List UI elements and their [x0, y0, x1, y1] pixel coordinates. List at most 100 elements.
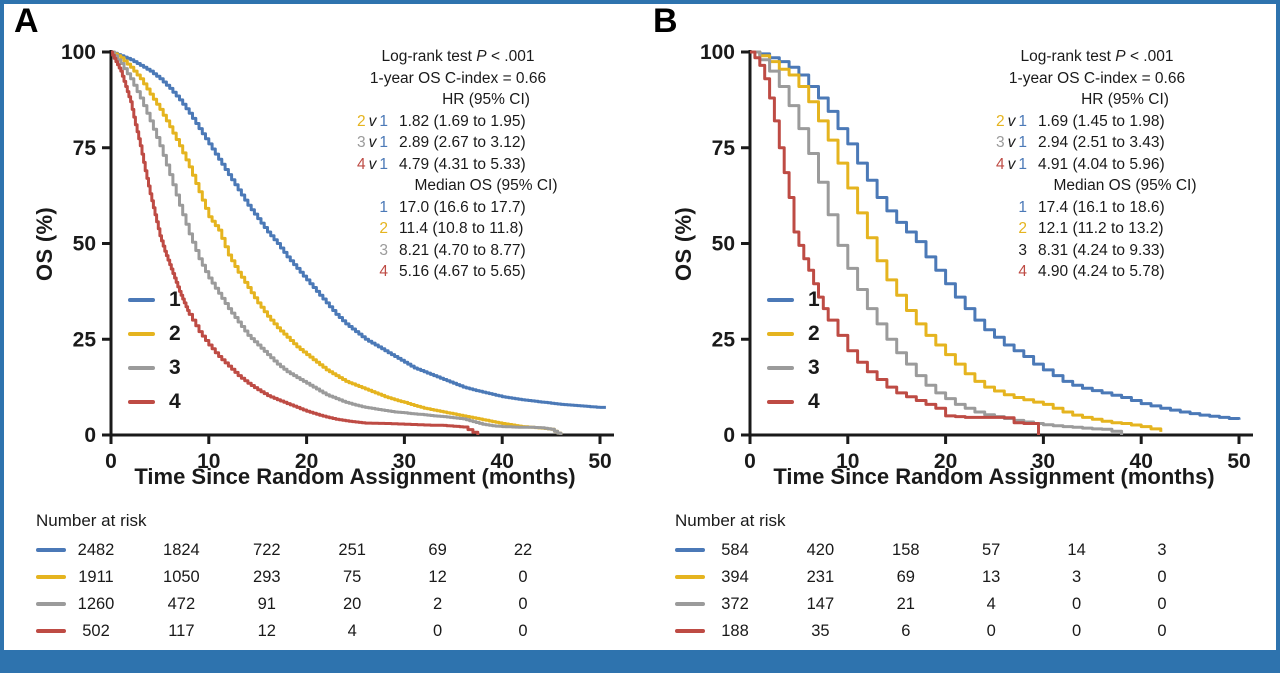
hr-value: 1.82 (1.69 to 1.95) [399, 112, 526, 130]
risk-count: 117 [168, 622, 195, 640]
median-row: 2 12.1 (11.2 to 13.2) [975, 218, 1219, 240]
risk-count: 57 [982, 541, 1001, 559]
km-plot-b: 0 10 20 30 40 50 0 25 50 75 100 [700, 41, 1253, 473]
risk-count: 722 [253, 541, 281, 559]
risk-swatch-group-4 [675, 629, 705, 633]
median-row: 4 4.90 (4.24 to 5.78) [975, 261, 1219, 283]
x-tick-label: 40 [1130, 450, 1153, 473]
risk-count: 502 [82, 622, 110, 640]
km-curve-group-3 [750, 50, 1124, 435]
y-axis-title: OS (%) [671, 207, 696, 281]
legend-item: 3 [767, 351, 820, 385]
y-tick-label: 50 [712, 233, 735, 256]
risk-count: 22 [513, 541, 533, 559]
risk-count: 0 [1072, 622, 1082, 640]
group-1-ref: 1 [1018, 134, 1027, 151]
y-tick-label: 50 [73, 233, 96, 256]
risk-count: 2482 [77, 541, 115, 559]
risk-count: 584 [721, 541, 749, 559]
legend-swatch-group3 [767, 366, 794, 370]
group-2-label: 2 [996, 112, 1005, 130]
y-tick-label: 25 [73, 328, 97, 351]
number-at-risk-table-a: 2482 1824 722 251 69 22 1911 1050 293 75 12 0 1260 47… [36, 537, 616, 645]
risk-row-group-4: 188 35 6 0 0 0 [675, 618, 1255, 645]
risk-count: 0 [518, 568, 528, 586]
figure-bottom-bar [0, 650, 1280, 673]
stats-block-a: Log-rank test P < .001 1-year OS C-index… [336, 46, 580, 283]
km-curve-group-4 [750, 50, 1040, 435]
hr-value: 4.91 (4.04 to 5.96) [1038, 155, 1165, 173]
legend-swatch-group3 [128, 366, 155, 370]
risk-row-group-4: 502 117 12 4 0 0 [36, 618, 616, 645]
group-4-label: 4 [379, 263, 388, 280]
group-4-label: 4 [357, 155, 366, 173]
number-at-risk-table-b: 584 420 158 57 14 3 394 231 69 13 3 0 372 147 21 4 0 0 188… [675, 537, 1255, 645]
y-tick-label: 0 [84, 424, 96, 447]
risk-count: 0 [518, 595, 528, 613]
risk-count: 0 [1157, 568, 1167, 586]
legend-item: 2 [767, 317, 820, 351]
legend-swatch-group2 [128, 332, 155, 336]
risk-count: 0 [1157, 622, 1167, 640]
risk-count: 12 [257, 622, 276, 640]
group-1-ref: 1 [379, 112, 388, 130]
risk-swatch-group-2 [675, 575, 705, 579]
risk-count: 420 [806, 541, 835, 559]
risk-count: 21 [896, 595, 915, 613]
y-tick-label: 100 [61, 41, 96, 64]
x-tick-label: 20 [295, 450, 318, 473]
group-3-label: 3 [996, 134, 1005, 151]
risk-count: 12 [428, 568, 447, 586]
median-header: Median OS (95% CI) [414, 177, 558, 194]
group-3-label: 3 [379, 241, 388, 259]
risk-count: 1824 [163, 541, 200, 559]
legend-a: 1 2 3 4 [128, 283, 181, 419]
risk-swatch-group-3 [675, 602, 705, 606]
legend-item: 3 [128, 351, 181, 385]
number-at-risk-title: Number at risk [36, 511, 147, 530]
x-tick-label: 30 [1032, 450, 1055, 473]
x-tick-label: 10 [836, 450, 859, 473]
legend-item: 1 [128, 283, 181, 317]
risk-row-group-3: 1260 472 91 20 2 0 [36, 591, 616, 618]
group-3-label: 3 [1018, 241, 1027, 259]
risk-row-group-3: 372 147 21 4 0 0 [675, 591, 1255, 618]
risk-count: 251 [338, 541, 366, 559]
risk-count: 231 [806, 568, 835, 586]
risk-count: 3 [1157, 541, 1167, 559]
risk-swatch-group-4 [36, 629, 66, 633]
x-tick-label: 50 [1227, 450, 1250, 473]
median-value: 8.21 (4.70 to 8.77) [399, 241, 526, 259]
risk-row-group-1: 2482 1824 722 251 69 22 [36, 537, 616, 564]
cindex-line: 1-year OS C-index = 0.66 [1008, 69, 1186, 87]
median-row: 1 17.4 (16.1 to 18.6) [975, 197, 1219, 219]
x-tick-label: 10 [197, 450, 220, 473]
y-tick-label: 75 [712, 137, 736, 160]
y-tick-label: 25 [712, 328, 736, 351]
risk-count: 35 [811, 622, 830, 640]
risk-count: 158 [892, 541, 920, 559]
x-tick-label: 0 [105, 450, 117, 473]
risk-count: 20 [343, 595, 362, 613]
median-row: 1 17.0 (16.6 to 17.7) [336, 197, 580, 219]
risk-count: 0 [1157, 595, 1167, 613]
cindex-line: 1-year OS C-index = 0.66 [369, 69, 547, 87]
risk-count: 6 [901, 622, 911, 640]
group-1-label: 1 [379, 198, 388, 216]
risk-count: 188 [721, 622, 749, 640]
risk-count: 4 [986, 595, 996, 613]
group-3-label: 3 [357, 134, 366, 151]
risk-count: 2 [433, 595, 443, 613]
risk-count: 394 [721, 568, 749, 586]
risk-count: 75 [343, 568, 362, 586]
median-value: 17.0 (16.6 to 17.7) [399, 198, 526, 216]
risk-count: 3 [1072, 568, 1082, 586]
legend-item: 4 [767, 385, 820, 419]
hr-value: 2.94 (2.51 to 3.43) [1038, 134, 1165, 151]
x-tick-label: 0 [744, 450, 756, 473]
